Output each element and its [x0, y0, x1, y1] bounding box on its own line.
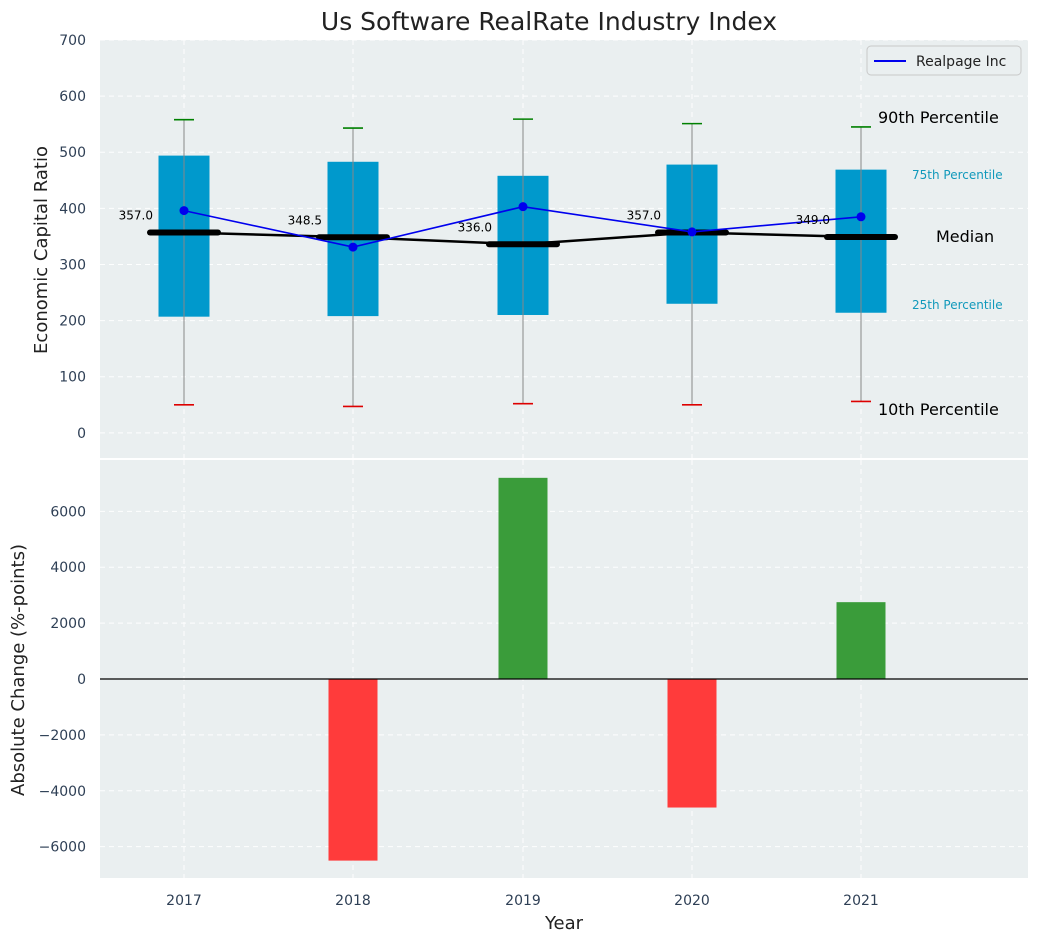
top-y-tick-label: 400	[59, 201, 86, 217]
chart-title: Us Software RealRate Industry Index	[321, 7, 777, 36]
annotation-10th: 10th Percentile	[878, 400, 999, 419]
annotation-25th: 25th Percentile	[912, 298, 1003, 312]
change-bar	[836, 602, 886, 679]
bottom-y-axis-label: Absolute Change (%-points)	[8, 544, 29, 796]
top-y-tick-label: 500	[59, 145, 86, 161]
change-bar	[498, 477, 548, 679]
bottom-plot-background	[100, 460, 1028, 878]
series-point-realpage	[348, 242, 358, 252]
annotation-75th: 75th Percentile	[912, 168, 1003, 182]
change-bar	[328, 679, 378, 861]
x-axis-label: Year	[544, 913, 584, 934]
top-plot-background	[100, 40, 1028, 458]
top-y-tick-label: 0	[77, 426, 86, 442]
bottom-y-tick-label: −6000	[39, 840, 86, 856]
legend: Realpage Inc	[866, 45, 1022, 76]
top-y-tick-label: 600	[59, 89, 86, 105]
bottom-y-tick-label: 6000	[50, 504, 86, 520]
top-y-axis-label: Economic Capital Ratio	[31, 146, 52, 354]
legend-label-realpage: Realpage Inc	[916, 54, 1006, 70]
legend-box	[866, 45, 1022, 76]
x-tick-label: 2018	[335, 893, 371, 909]
top-y-tick-label: 700	[59, 33, 86, 49]
bottom-y-tick-label: −2000	[39, 728, 86, 744]
x-tick-labels: 2017 2018 2019 2020 2021	[166, 893, 879, 909]
bottom-y-tick-label: 2000	[50, 616, 86, 632]
x-tick-label: 2020	[674, 893, 710, 909]
top-y-tick-label: 200	[59, 314, 86, 330]
top-y-tick-label: 300	[59, 257, 86, 273]
bottom-y-tick-label: −4000	[39, 784, 86, 800]
top-y-tick-label: 100	[59, 370, 86, 386]
bottom-y-tick-labels: −6000 −4000 −2000 0 2000 4000 6000	[39, 504, 86, 855]
annotation-90th: 90th Percentile	[878, 108, 999, 127]
bottom-chart-marks	[100, 477, 1028, 861]
series-point-realpage	[518, 202, 528, 212]
median-value-label: 336.0	[458, 220, 492, 234]
x-tick-label: 2017	[166, 893, 202, 909]
series-point-realpage	[179, 206, 189, 216]
series-point-realpage	[687, 227, 697, 237]
bottom-y-tick-label: 0	[77, 672, 86, 688]
median-value-label: 349.0	[796, 213, 830, 227]
top-chart-marks: 357.0 348.5 336.0 357.0 349.0	[119, 118, 898, 408]
x-tick-label: 2019	[505, 893, 541, 909]
top-y-tick-labels: 0 100 200 300 400 500 600 700	[59, 33, 86, 442]
percentile-annotations: 90th Percentile 75th Percentile Median 2…	[878, 108, 1003, 419]
median-value-label: 357.0	[627, 208, 661, 222]
annotation-median: Median	[936, 227, 994, 246]
median-value-label: 348.5	[288, 213, 322, 227]
bottom-y-tick-label: 4000	[50, 560, 86, 576]
series-point-realpage	[856, 212, 866, 222]
x-tick-label: 2021	[843, 893, 879, 909]
median-value-label: 357.0	[119, 208, 153, 222]
change-bar	[667, 679, 717, 808]
